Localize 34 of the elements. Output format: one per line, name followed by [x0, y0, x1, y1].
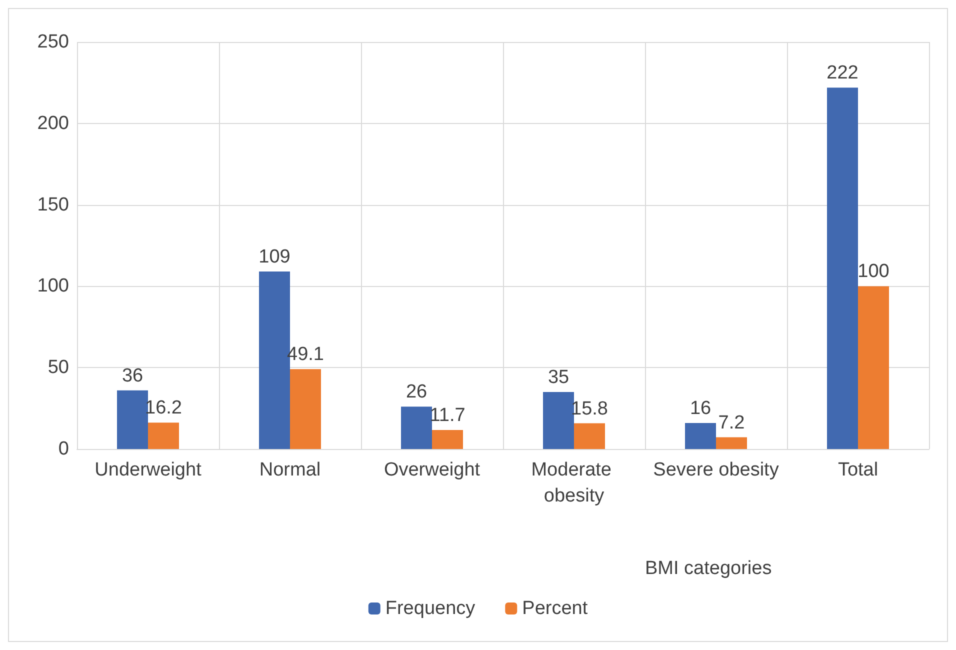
y-tick-label: 100: [37, 276, 69, 297]
bar: [574, 423, 605, 449]
data-label: 109: [258, 246, 290, 268]
bar: [401, 406, 432, 449]
legend-label: Percent: [522, 598, 588, 619]
bar: [685, 422, 716, 449]
bar: [543, 392, 574, 449]
x-tick-label: Moderate obesity: [531, 460, 617, 506]
y-tick-label: 0: [58, 438, 69, 460]
data-label: 7.2: [718, 412, 745, 434]
bar: [117, 390, 148, 449]
bar: [858, 286, 889, 449]
data-label: 36: [122, 365, 144, 386]
y-tick-label: 200: [37, 112, 69, 134]
x-tick-label: Overweight: [384, 460, 481, 480]
bar: [290, 369, 321, 449]
data-label: 16: [690, 398, 712, 419]
x-tick-label: Total: [838, 460, 878, 480]
y-tick-label: 50: [48, 357, 69, 378]
legend-label: Frequency: [385, 598, 476, 619]
bar: [432, 430, 463, 449]
x-axis-title: BMI categories: [644, 558, 772, 579]
bar: [827, 88, 858, 449]
x-tick-label: Normal: [259, 460, 321, 480]
bar: [148, 422, 179, 449]
bar: [716, 437, 747, 449]
data-label: 100: [858, 261, 890, 282]
x-tick-label: Severe obesity: [653, 460, 780, 480]
data-label: 26: [406, 382, 428, 403]
y-tick-label: 150: [37, 194, 69, 216]
x-tick-label: Underweight: [94, 460, 202, 480]
data-label: 222: [826, 62, 858, 84]
data-label: 35: [548, 367, 570, 388]
y-tick-label: 250: [37, 32, 69, 52]
